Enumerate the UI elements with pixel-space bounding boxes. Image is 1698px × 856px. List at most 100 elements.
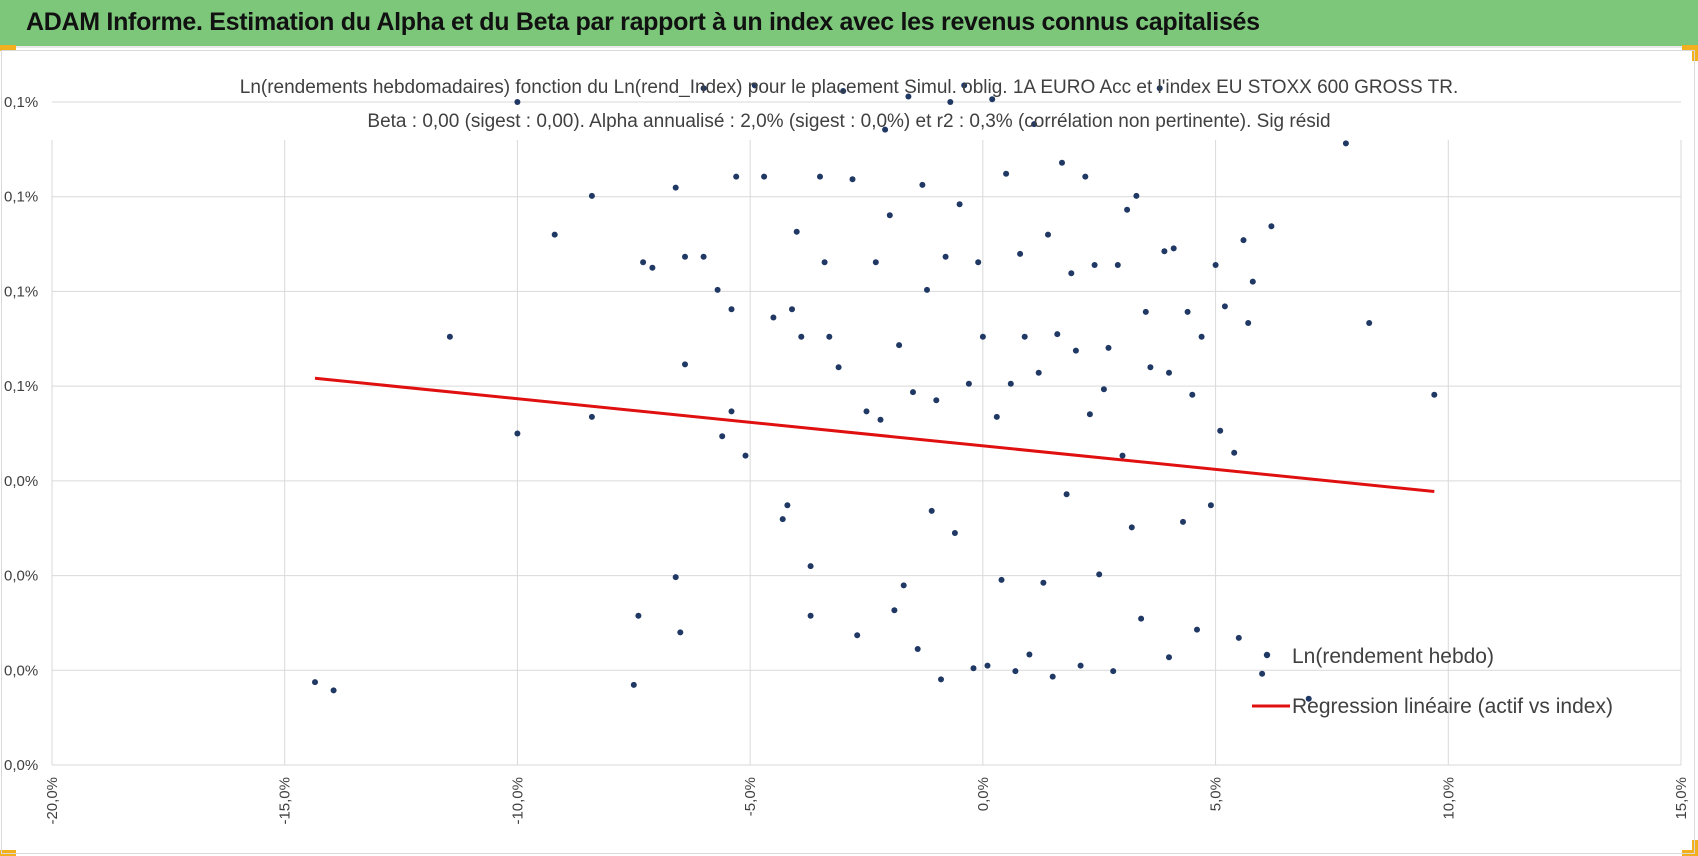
data-point xyxy=(1147,364,1154,371)
data-point xyxy=(1198,333,1205,340)
data-point xyxy=(840,88,847,94)
data-point xyxy=(1217,427,1224,434)
data-point xyxy=(1142,308,1149,315)
data-point xyxy=(677,629,684,636)
y-tick-label: 0,1% xyxy=(4,283,38,300)
x-tick-label: 15,0% xyxy=(1673,777,1690,820)
data-point xyxy=(942,253,949,260)
data-point xyxy=(770,314,777,321)
data-point xyxy=(835,364,842,371)
y-tick-labels: 0,0% 0,0% 0,0% 0,0% 0,1% 0,1% 0,1% 0,1% xyxy=(4,94,38,774)
report-banner: ADAM Informe. Estimation du Alpha et du … xyxy=(0,0,1698,48)
data-point xyxy=(1431,391,1438,398)
data-point xyxy=(970,665,977,672)
corner-marker-top-right xyxy=(1682,45,1698,51)
data-point xyxy=(1128,524,1135,531)
data-point xyxy=(947,99,954,105)
data-point xyxy=(933,397,940,404)
data-point xyxy=(1268,223,1275,230)
data-point xyxy=(1091,262,1098,268)
data-point xyxy=(993,413,1000,420)
x-tick-label: -20,0% xyxy=(44,777,61,825)
data-point xyxy=(1119,452,1126,459)
legend-label-scatter: Ln(rendement hebdo) xyxy=(1292,645,1494,668)
data-point xyxy=(1240,237,1247,244)
data-point xyxy=(789,306,795,313)
data-point xyxy=(891,607,898,614)
data-point xyxy=(1100,386,1107,393)
data-point xyxy=(798,333,805,340)
data-point xyxy=(588,413,595,420)
data-point xyxy=(1235,634,1242,641)
data-point xyxy=(1082,173,1089,180)
data-point xyxy=(630,681,637,688)
data-point xyxy=(1035,369,1042,376)
data-point xyxy=(1105,344,1112,351)
data-point xyxy=(761,173,768,180)
data-point xyxy=(728,306,735,313)
data-point xyxy=(751,82,758,89)
data-point xyxy=(784,502,791,509)
data-point xyxy=(446,333,453,340)
data-point xyxy=(330,687,337,694)
data-point xyxy=(1170,245,1177,252)
data-point xyxy=(551,231,558,238)
corner-marker-top-left xyxy=(0,45,16,51)
data-point xyxy=(1342,140,1349,147)
data-point xyxy=(826,333,833,340)
report-title: ADAM Informe. Estimation du Alpha et du … xyxy=(26,8,1260,36)
data-point xyxy=(896,342,903,349)
legend-marker-scatter xyxy=(1263,651,1271,659)
data-point xyxy=(1003,170,1010,177)
data-point xyxy=(514,99,521,105)
data-point xyxy=(951,530,958,536)
x-tick-label: 5,0% xyxy=(1208,777,1225,811)
data-point xyxy=(793,228,800,235)
data-point xyxy=(1207,502,1214,509)
data-point xyxy=(914,646,921,652)
y-tick-label: 0,1% xyxy=(4,378,38,395)
x-tick-label: 10,0% xyxy=(1440,777,1457,820)
points-layer xyxy=(312,82,1438,702)
data-point xyxy=(1049,673,1056,680)
data-point xyxy=(1063,491,1070,498)
data-point xyxy=(910,389,916,396)
data-point xyxy=(1077,662,1084,669)
data-point xyxy=(714,286,721,293)
data-point xyxy=(872,259,879,266)
data-point xyxy=(849,176,856,183)
data-point xyxy=(1054,331,1061,338)
data-point xyxy=(649,264,656,271)
data-point xyxy=(1124,206,1131,213)
data-point xyxy=(1166,369,1172,376)
data-point xyxy=(1189,391,1196,398)
data-point xyxy=(635,612,642,619)
data-point xyxy=(1059,159,1065,166)
data-point xyxy=(728,408,735,415)
data-point xyxy=(1031,121,1038,128)
data-point xyxy=(886,212,893,219)
data-point xyxy=(965,380,972,387)
data-point xyxy=(640,259,647,266)
x-tick-labels: -20,0% -15,0% -10,0% -5,0% 0,0% 5,0% 10,0% 15,0… xyxy=(44,777,1690,825)
data-point xyxy=(877,416,884,423)
data-point xyxy=(1133,192,1140,199)
data-point xyxy=(1012,668,1019,675)
data-point xyxy=(1161,248,1168,255)
data-point xyxy=(682,253,688,260)
data-point xyxy=(938,676,944,683)
regression-layer xyxy=(314,376,1435,494)
data-point xyxy=(514,430,521,437)
data-point xyxy=(1366,320,1373,326)
grid-layer xyxy=(51,101,1682,766)
data-point xyxy=(742,452,749,459)
data-point xyxy=(672,184,679,191)
data-point xyxy=(588,192,595,199)
data-point xyxy=(989,96,996,103)
data-point xyxy=(1180,518,1186,525)
data-point xyxy=(905,93,912,100)
data-point xyxy=(1138,615,1145,622)
data-point xyxy=(1114,262,1121,268)
data-point xyxy=(854,632,861,639)
data-point xyxy=(928,507,935,514)
